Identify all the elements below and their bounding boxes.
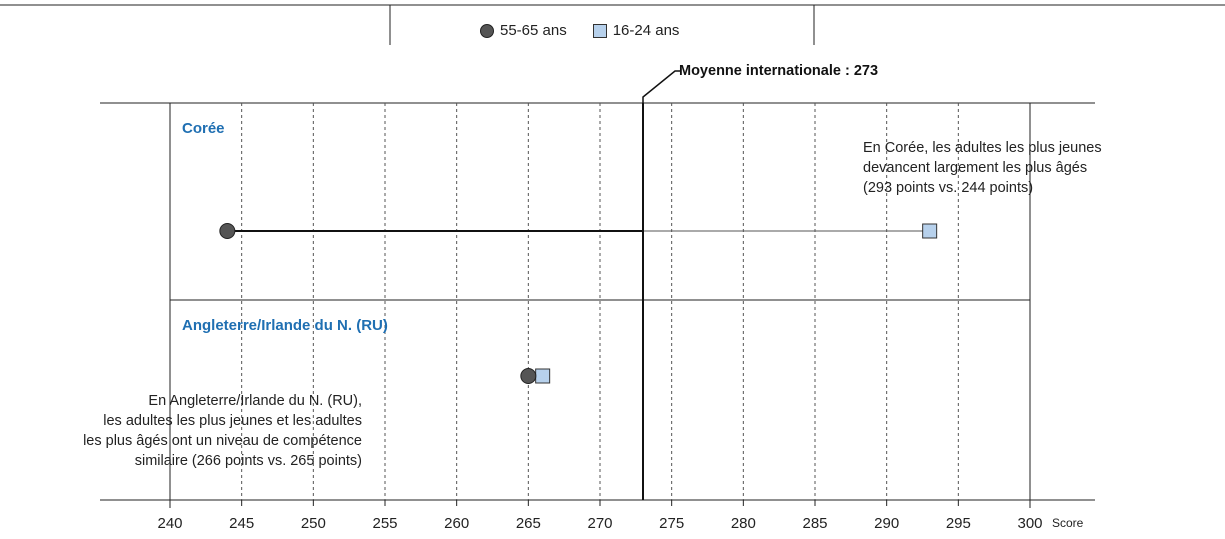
legend-item-55-65: 55-65 ans (480, 22, 567, 39)
x-tick-label: 285 (802, 515, 827, 532)
marker-55-65 (219, 223, 236, 239)
legend: 55-65 ans 16-24 ans (480, 22, 705, 39)
annotation-uk-line: les plus âgés ont un niveau de compétenc… (83, 433, 362, 449)
x-tick-label: 260 (444, 515, 469, 532)
legend-label-16-24: 16-24 ans (612, 22, 680, 39)
x-tick-label: 290 (874, 515, 899, 532)
legend-circle-icon (480, 23, 494, 38)
x-tick-label: 265 (516, 515, 541, 532)
average-label-leader (642, 70, 681, 103)
x-tick-label: 275 (659, 515, 684, 532)
marker-55-65 (520, 368, 537, 384)
marker-16-24 (922, 223, 938, 239)
annotation-uk-line: similaire (266 points vs. 265 points) (134, 453, 362, 469)
x-tick-label: 245 (229, 515, 254, 532)
grid-lines (169, 103, 1031, 508)
x-tick-label: 255 (372, 515, 397, 532)
annotation-uk-line: En Angleterre/Irlande du N. (RU), (148, 393, 362, 409)
x-tick-label: 300 (1017, 515, 1042, 532)
x-tick-label: 240 (157, 515, 182, 532)
x-tick-label: 295 (946, 515, 971, 532)
connector-lines (227, 230, 930, 377)
legend-label-55-65: 55-65 ans (500, 22, 567, 39)
annotation-korea-line: (293 points vs. 244 points) (863, 180, 1034, 196)
x-axis-unit-label: Score (1052, 516, 1084, 530)
x-tick-labels: 240 245 250 255 260 265 270 275 280 285 290 295 300 (157, 515, 1042, 532)
x-tick-label: 280 (731, 515, 756, 532)
x-tick-label: 250 (301, 515, 326, 532)
panel-title-uk: Angleterre/Irlande du N. (RU) (182, 317, 388, 334)
marker-16-24 (535, 368, 551, 384)
markers (219, 223, 938, 384)
annotation-uk: En Angleterre/Irlande du N. (RU), les ad… (83, 391, 362, 471)
annotation-uk-line: les adultes les plus jeunes et les adult… (103, 413, 362, 429)
legend-square-icon (592, 23, 607, 38)
annotation-korea: En Corée, les adultes les plus jeunes de… (863, 138, 1102, 198)
average-label: Moyenne internationale : 273 (679, 63, 879, 79)
x-tick-label: 270 (587, 515, 612, 532)
panel-title-korea: Corée (182, 120, 225, 137)
annotation-korea-line: devancent largement les plus âgés (863, 160, 1088, 176)
legend-item-16-24: 16-24 ans (592, 22, 680, 39)
annotation-korea-line: En Corée, les adultes les plus jeunes (863, 140, 1102, 156)
average-line-group (642, 70, 681, 500)
